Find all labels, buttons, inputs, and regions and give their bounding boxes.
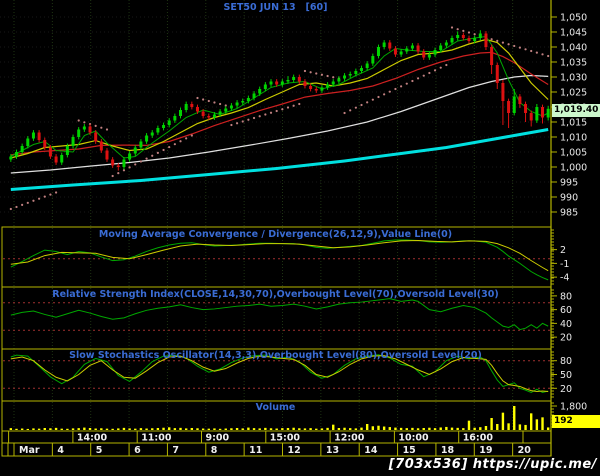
time-axis-label: 10:00 xyxy=(398,433,429,444)
rsi-panel-lines xyxy=(3,298,550,331)
date-axis-label: 11 xyxy=(249,445,262,456)
date-axis-label: 4 xyxy=(57,445,64,456)
time-axis-label: 11:00 xyxy=(141,433,172,444)
date-axis-label: 8 xyxy=(211,445,218,456)
axis-label: 995 xyxy=(560,178,578,189)
date-axis-label: 20 xyxy=(518,445,532,456)
axis-label: 60 xyxy=(560,305,572,316)
axis-label: 40 xyxy=(560,319,572,330)
time-axis-label: 14:00 xyxy=(77,433,108,444)
date-axis-label: 15 xyxy=(403,445,416,456)
date-axis-label: 18 xyxy=(441,445,455,456)
axis-label: 1,015 xyxy=(560,118,587,129)
axis-label: -1 xyxy=(560,259,569,270)
macd-panel-lines xyxy=(3,239,550,281)
date-axis-label: 12 xyxy=(288,445,301,456)
axis-label: 1,040 xyxy=(560,43,587,54)
ma-yellow-line xyxy=(10,38,549,159)
axis-label: 1,025 xyxy=(560,88,587,99)
volume-bars xyxy=(9,406,550,430)
axis-label: 1,045 xyxy=(560,28,587,39)
time-axis-label: 16:00 xyxy=(463,433,494,444)
ma-green-line xyxy=(10,35,549,159)
date-axis-label: Mar xyxy=(19,445,40,456)
time-axis-label: 12:00 xyxy=(334,433,365,444)
axis-label: 2 xyxy=(560,245,566,256)
axis-label: 50 xyxy=(560,370,572,381)
last-price-tag: 1,019.40 xyxy=(552,104,600,117)
date-axis-label: 19 xyxy=(479,445,492,456)
axis-label: 1,000 xyxy=(560,163,587,174)
axis-label: 985 xyxy=(560,208,578,219)
date-axis-label: 13 xyxy=(326,445,339,456)
axis-label: 1,800 xyxy=(560,402,587,413)
axis-label: 1,010 xyxy=(560,133,587,144)
date-axis-label: 5 xyxy=(96,445,103,456)
date-axis-label: 14 xyxy=(364,445,378,456)
panel-borders xyxy=(1,0,552,456)
axis-label: 990 xyxy=(560,193,578,204)
axis-label: 80 xyxy=(560,356,572,367)
axis-label: -4 xyxy=(560,273,569,284)
time-date-axis: 14:00 11:00 9:00 15:00 12:00 10:00 16:00 Mar 4 5 6… xyxy=(1,430,552,457)
ma-white-line xyxy=(10,74,549,174)
date-axis-label: 6 xyxy=(134,445,141,456)
price-axis: 1,0501,0451,0401,0351,0301,0251,0201,015… xyxy=(551,13,587,428)
time-axis-label: 15:00 xyxy=(270,433,301,444)
axis-label: 1,005 xyxy=(560,148,587,159)
axis-label: 20 xyxy=(560,333,572,344)
axis-label: 20 xyxy=(560,384,572,395)
axis-label: 1,050 xyxy=(560,13,587,24)
time-axis-label: 9:00 xyxy=(206,433,230,444)
date-axis-label: 7 xyxy=(172,445,179,456)
axis-label: 80 xyxy=(560,291,572,302)
candles xyxy=(9,30,550,171)
axis-label: 1,030 xyxy=(560,73,587,84)
stoch_k-panel-lines xyxy=(3,354,550,393)
last-volume-tag: 192 xyxy=(552,415,600,428)
ma-cyan-line xyxy=(10,128,549,191)
watermark: [703x536] https://upic.me/ xyxy=(388,457,597,472)
axis-label: 1,035 xyxy=(560,58,587,69)
